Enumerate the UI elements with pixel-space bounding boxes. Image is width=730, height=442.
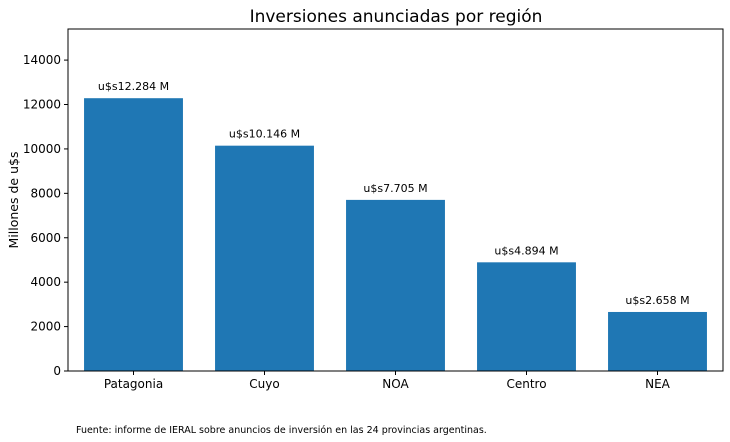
- x-tick-label: Cuyo: [249, 377, 279, 391]
- source-footnote: Fuente: informe de IERAL sobre anuncios …: [76, 425, 487, 436]
- bar-nea: [608, 311, 707, 371]
- chart-title: Inversiones anunciadas por región: [250, 7, 543, 27]
- y-tick-label: 8000: [30, 186, 61, 200]
- x-tick-label: NOA: [382, 377, 409, 391]
- x-tick-label: Patagonia: [104, 377, 163, 391]
- bar-value-label: u$s10.146 M: [229, 128, 300, 141]
- bar-noa: [346, 199, 445, 371]
- bar-value-label: u$s2.658 M: [625, 294, 689, 307]
- bar-value-label: u$s4.894 M: [494, 244, 558, 257]
- bar-patagonia: [84, 98, 183, 372]
- y-tick-label: 6000: [30, 231, 61, 245]
- bar-value-label: u$s7.705 M: [363, 182, 427, 195]
- plot-frame: [67, 28, 724, 372]
- y-axis-label: Millones de u$s: [6, 152, 21, 249]
- y-tick-label: 2000: [30, 320, 61, 334]
- y-tick-label: 12000: [23, 98, 61, 112]
- y-tick-label: 4000: [30, 275, 61, 289]
- bar-cuyo: [215, 145, 314, 371]
- y-tick-label: 10000: [23, 142, 61, 156]
- bar-centro: [477, 262, 576, 371]
- bar-value-label: u$s12.284 M: [98, 80, 169, 93]
- x-tick-label: NEA: [645, 377, 671, 391]
- x-tick-label: Centro: [506, 377, 546, 391]
- y-tick-label: 14000: [23, 53, 61, 67]
- y-tick-label: 0: [53, 364, 61, 378]
